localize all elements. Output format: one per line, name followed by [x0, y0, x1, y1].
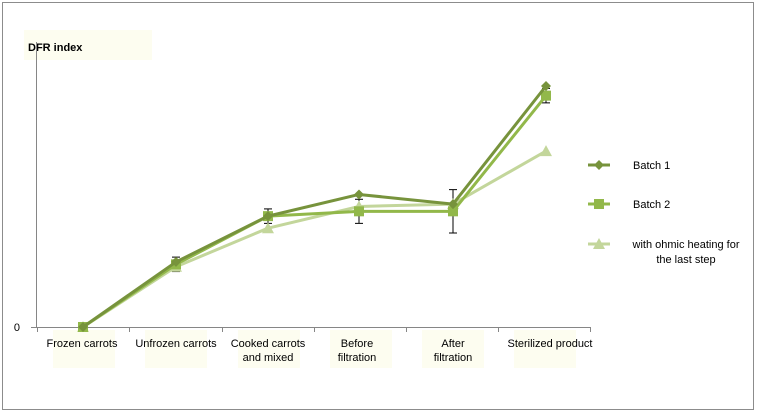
data-point-series-3 [262, 222, 274, 234]
x-tick-label: Frozen carrots [47, 338, 118, 350]
ylabel-background [24, 30, 152, 60]
x-tick-background [53, 330, 115, 368]
x-tick-label: After filtration [434, 338, 473, 364]
x-tick-background [238, 330, 300, 368]
x-tick-background [422, 330, 484, 368]
series-line-3 [82, 149, 547, 329]
data-point-series-2 [354, 206, 364, 217]
data-point-series-2 [448, 206, 458, 217]
x-tick-background [145, 330, 207, 368]
data-point-series-1 [448, 199, 458, 210]
legend-marker [593, 238, 605, 249]
y-axis-label: DFR index [28, 42, 83, 54]
x-tick-label: Before filtration [338, 338, 377, 364]
data-point-series-3 [540, 145, 552, 157]
series-line-2 [82, 94, 548, 329]
data-point-series-1 [171, 256, 181, 267]
x-tick-label: Unfrozen carrots [135, 338, 217, 350]
legend-label: Batch 2 [633, 199, 670, 211]
x-tick-background [514, 330, 576, 368]
x-tick-background [330, 330, 392, 368]
y-tick-label: 0 [14, 322, 20, 334]
data-point-series-1 [263, 211, 273, 222]
x-tick-label: Sterilized product [508, 338, 593, 350]
legend-label: with ohmic heating for the last step [632, 239, 740, 266]
data-point-series-1 [354, 189, 364, 200]
series-line-1 [82, 85, 548, 329]
data-point-series-1 [78, 322, 88, 332]
x-tick-label: Cooked carrots and mixed [231, 338, 306, 364]
data-point-series-2 [541, 90, 551, 101]
legend-marker [594, 199, 604, 209]
legend-marker [594, 160, 604, 170]
legend-label: Batch 1 [633, 160, 670, 172]
data-point-series-1 [541, 81, 551, 91]
